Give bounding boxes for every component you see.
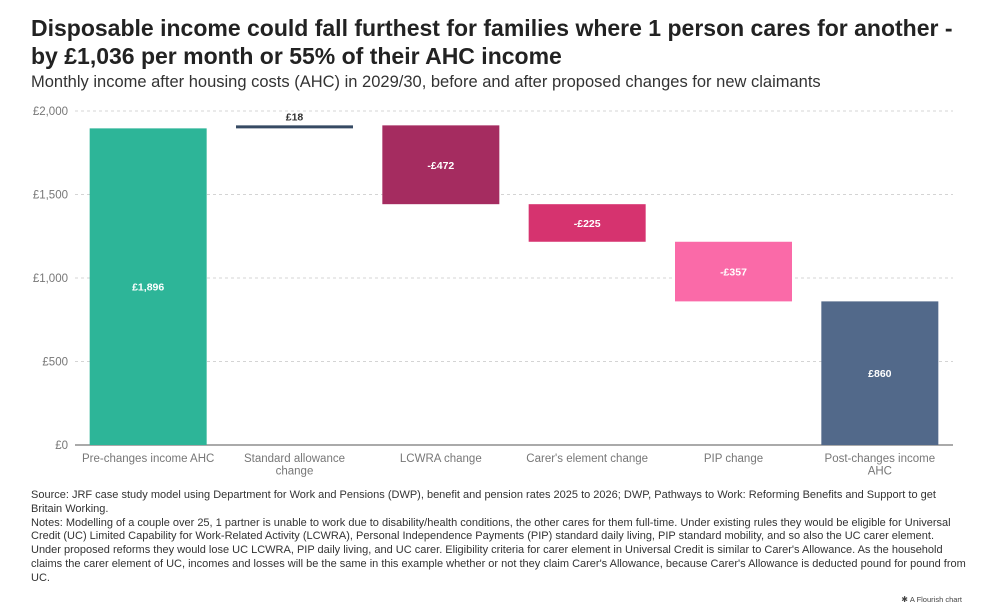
bar-value-label: £1,896 (132, 282, 164, 294)
y-tick-label: £0 (55, 440, 68, 452)
x-tick-label: change (276, 466, 314, 478)
chart-title: Disposable income could fall furthest fo… (31, 15, 953, 69)
y-tick-label: £1,000 (33, 273, 68, 285)
x-tick-label: Standard allowance (244, 453, 345, 465)
bar-value-label: -£357 (720, 267, 747, 279)
bar-value-label: -£225 (574, 218, 601, 230)
x-axis: Pre-changes income AHC Standard allowance… (82, 453, 935, 478)
x-tick-label: Carer's element change (526, 453, 648, 465)
source-notes: Source: JRF case study model using Depar… (31, 489, 966, 586)
credit-text: A Flourish chart (909, 595, 962, 604)
flourish-credit[interactable]: ✱ A Flourish chart (901, 595, 962, 604)
y-axis: £0 £500 £1,000 £1,500 £2,000 (33, 106, 68, 452)
bar (821, 301, 939, 445)
y-tick-label: £2,000 (33, 106, 68, 118)
x-tick-label: PIP change (704, 453, 763, 465)
bar-value-label: -£472 (427, 160, 454, 172)
notes-text: Notes: Modelling of a couple over 25, 1 … (31, 516, 966, 584)
bar (528, 204, 646, 242)
bar-value-label: £18 (286, 111, 304, 123)
bar (382, 125, 500, 205)
bar-value-label: £860 (868, 368, 892, 380)
x-tick-label: LCWRA change (400, 453, 482, 465)
bar (236, 125, 353, 129)
gridlines (75, 110, 953, 446)
source-text: Source: JRF case study model using Depar… (31, 489, 936, 515)
bars: £1,896 £18 -£472 -£225 -£357 £860 (89, 111, 939, 446)
y-tick-label: £1,500 (33, 190, 68, 202)
chart-subtitle: Monthly income after housing costs (AHC)… (31, 73, 821, 91)
x-tick-label: Pre-changes income AHC (82, 453, 214, 465)
y-tick-label: £500 (42, 357, 68, 369)
x-tick-label: Post-changes income (825, 453, 936, 465)
bar (89, 128, 207, 446)
flourish-logo-icon: ✱ (901, 595, 908, 604)
x-tick-label: AHC (868, 466, 892, 478)
bar (675, 241, 792, 302)
waterfall-chart: £0 £500 £1,000 £1,500 £2,000 £1,896 £18 -£472 -… (33, 106, 953, 478)
